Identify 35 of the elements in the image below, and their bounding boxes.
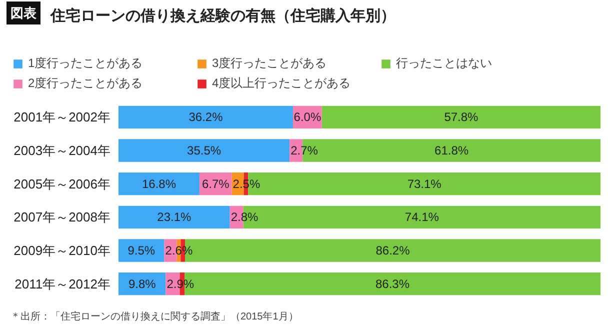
- bar: [118, 139, 290, 162]
- text: ＊出所：「住宅ローンの借り換えに関する調査」（2015年1月）: [10, 310, 298, 322]
- data-label: 86.3%: [376, 276, 410, 291]
- data-label: 16.8%: [142, 176, 176, 191]
- data-label: 23.1%: [157, 210, 192, 224]
- y-tick-label: 2001年～2002年: [14, 110, 111, 125]
- y-tick-label: 2007年～2008年: [14, 210, 111, 225]
- data-label: 61.8%: [434, 144, 469, 158]
- data-label: 9.5%: [128, 244, 156, 258]
- legend-label: 2度行ったことがある: [28, 75, 144, 92]
- data-label: 74.1%: [404, 210, 440, 224]
- data-label: 6.7%: [202, 176, 230, 191]
- data-label: 57.8%: [444, 110, 479, 124]
- text: 図表: [10, 6, 38, 20]
- data-label: 6.0%: [294, 110, 322, 124]
- bar: [118, 239, 164, 262]
- y-tick-label: 2011年～2012年: [14, 276, 110, 292]
- legend-label: 3度行ったことがある: [212, 55, 328, 72]
- bar: [118, 206, 230, 228]
- data-label: 35.5%: [187, 144, 222, 158]
- data-label: 36.2%: [188, 110, 224, 124]
- data-label: 86.2%: [376, 244, 410, 258]
- legend-label: 1度行ったことがある: [28, 55, 144, 72]
- y-tick-label: 2009年～2010年: [14, 243, 111, 258]
- data-label: 2.5%: [232, 176, 260, 191]
- legend-label: 4度以上行ったことがある: [212, 75, 352, 92]
- chart-title: 住宅ローンの借り換え経験の有無（住宅購入年別）: [50, 6, 396, 24]
- bar: [322, 106, 600, 128]
- y-tick-label: 2005年～2006年: [14, 176, 111, 192]
- data-label: 73.1%: [407, 176, 442, 191]
- legend-label: 行ったことはない: [396, 55, 493, 72]
- y-tick-label: 2003年～2004年: [14, 143, 111, 158]
- data-label: 9.8%: [128, 276, 156, 291]
- bar: [118, 106, 293, 128]
- bar: [118, 172, 200, 196]
